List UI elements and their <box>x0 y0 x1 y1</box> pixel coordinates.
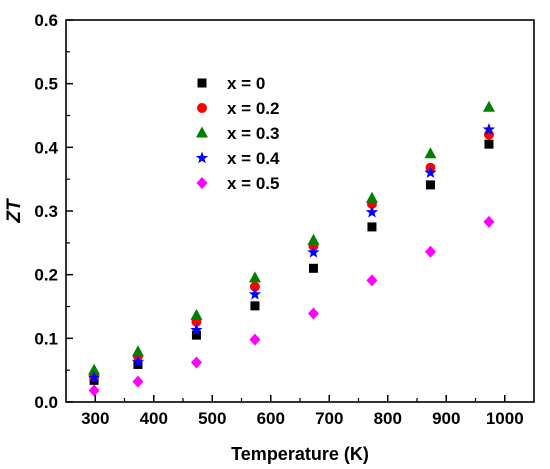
data-point <box>248 271 261 283</box>
data-point <box>365 191 378 203</box>
data-point <box>248 287 262 300</box>
y-tick-label: 0.4 <box>34 138 58 157</box>
legend-label: x = 0.3 <box>227 124 279 143</box>
data-point <box>191 330 201 340</box>
data-point <box>190 308 203 320</box>
y-tick-label: 0.3 <box>34 202 58 221</box>
x-tick-label: 400 <box>140 409 168 428</box>
data-point <box>482 100 495 112</box>
y-tick-label: 0.0 <box>34 393 58 412</box>
y-tick-label: 0.1 <box>34 329 58 348</box>
data-point <box>307 233 320 245</box>
data-point <box>132 375 144 388</box>
x-tick-label: 900 <box>432 409 460 428</box>
data-point <box>307 307 319 320</box>
data-point <box>249 333 261 346</box>
data-point <box>365 205 379 218</box>
x-tick-label: 700 <box>315 409 343 428</box>
x-tick-label: 1000 <box>486 409 524 428</box>
data-point <box>367 222 377 232</box>
data-point <box>250 301 260 311</box>
data-point <box>424 147 437 159</box>
data-point <box>190 356 202 369</box>
y-tick-label: 0.6 <box>34 11 58 30</box>
legend-label: x = 0.2 <box>227 99 279 118</box>
x-tick-label: 800 <box>374 409 402 428</box>
data-point <box>425 180 435 190</box>
data-point <box>88 384 100 397</box>
data-point <box>131 345 144 357</box>
data-point <box>307 245 320 258</box>
data-point <box>424 166 437 179</box>
data-point <box>484 139 494 149</box>
legend-label: x = 0.4 <box>227 149 280 168</box>
legend-item: x = 0.4 <box>195 149 280 168</box>
data-point <box>131 355 145 368</box>
legend-marker <box>196 126 208 138</box>
legend-item: x = 0.5 <box>196 174 279 193</box>
data-point <box>366 274 378 287</box>
data-point <box>190 323 203 336</box>
legend-marker <box>197 78 207 88</box>
legend-marker <box>195 151 209 164</box>
y-tick-label: 0.5 <box>34 75 58 94</box>
legend: x = 0 x = 0.2 x = 0.3 x = 0.4 x = 0.5 <box>195 74 280 193</box>
legend-item: x = 0.2 <box>197 99 279 118</box>
x-axis-title: Temperature (K) <box>231 444 369 464</box>
legend-item: x = 0 <box>197 74 265 93</box>
series-1 <box>89 129 494 382</box>
data-points <box>87 100 496 397</box>
legend-label: x = 0 <box>227 74 265 93</box>
legend-marker <box>197 103 207 113</box>
x-tick-label: 600 <box>257 409 285 428</box>
legend-item: x = 0.3 <box>196 124 279 143</box>
x-tick-label: 300 <box>81 409 109 428</box>
x-tick-label: 500 <box>198 409 226 428</box>
data-point <box>249 281 260 292</box>
axis-ticks <box>66 19 506 403</box>
legend-label: x = 0.5 <box>227 174 279 193</box>
legend-marker <box>196 177 208 189</box>
series-3 <box>87 123 496 384</box>
data-point <box>88 363 101 375</box>
series-2 <box>88 100 495 375</box>
y-tick-label: 0.2 <box>34 266 58 285</box>
series-4 <box>88 215 495 397</box>
data-point <box>482 123 496 135</box>
axis-tick-labels: 300 400 500 600 700 800 900 1000 0.0 0.1 0.2 0.3 0.4… <box>34 11 523 428</box>
y-axis-title: ZT <box>4 198 25 224</box>
plot-frame <box>65 19 535 403</box>
data-point <box>87 371 101 384</box>
data-point <box>424 245 436 258</box>
data-point <box>308 263 318 273</box>
data-point <box>483 215 495 228</box>
